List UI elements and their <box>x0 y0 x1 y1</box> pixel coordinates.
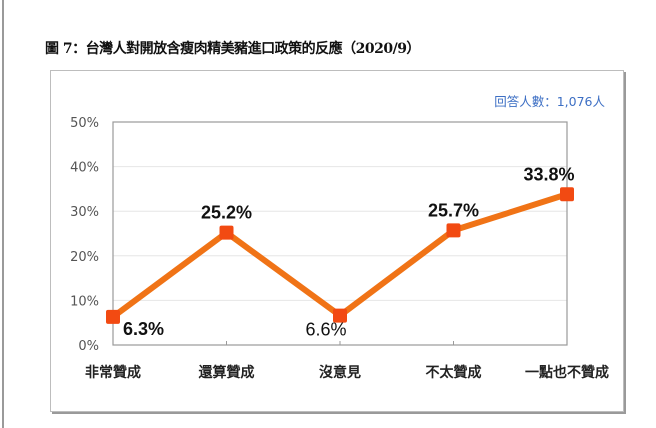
data-value-label: 6.3% <box>123 319 164 339</box>
y-tick-label: 10% <box>70 294 99 309</box>
page-left-border <box>2 0 4 428</box>
data-point-marker <box>106 309 120 324</box>
data-point-marker <box>219 225 234 240</box>
y-tick-label: 40% <box>70 161 99 176</box>
data-point-marker <box>446 223 461 238</box>
respondent-count-label: 回答人數：1,076人 <box>494 94 605 109</box>
data-value-label: 6.6% <box>305 320 346 340</box>
data-value-label: 25.7% <box>428 200 479 220</box>
y-tick-label: 30% <box>70 205 99 220</box>
y-tick-label: 20% <box>70 250 99 265</box>
x-category-label: 還算贊成 <box>199 364 255 381</box>
data-value-label: 25.2% <box>201 203 252 223</box>
data-point-marker <box>333 308 347 323</box>
chart-card: 回答人數：1,076人 <box>50 70 624 412</box>
y-tick-label: 0% <box>78 339 99 354</box>
x-category-label: 不太贊成 <box>426 364 482 381</box>
x-category-label: 一點也不贊成 <box>525 364 609 381</box>
data-point-marker <box>560 187 574 202</box>
data-value-label: 33.8% <box>523 164 574 184</box>
x-category-label: 沒意見 <box>319 364 361 381</box>
x-category-label: 非常贊成 <box>85 364 141 381</box>
y-tick-label: 50% <box>70 116 99 131</box>
chart-title: 圖 7：台灣人對開放含瘦肉精美豬進口政策的反應（2020/9） <box>45 41 420 57</box>
